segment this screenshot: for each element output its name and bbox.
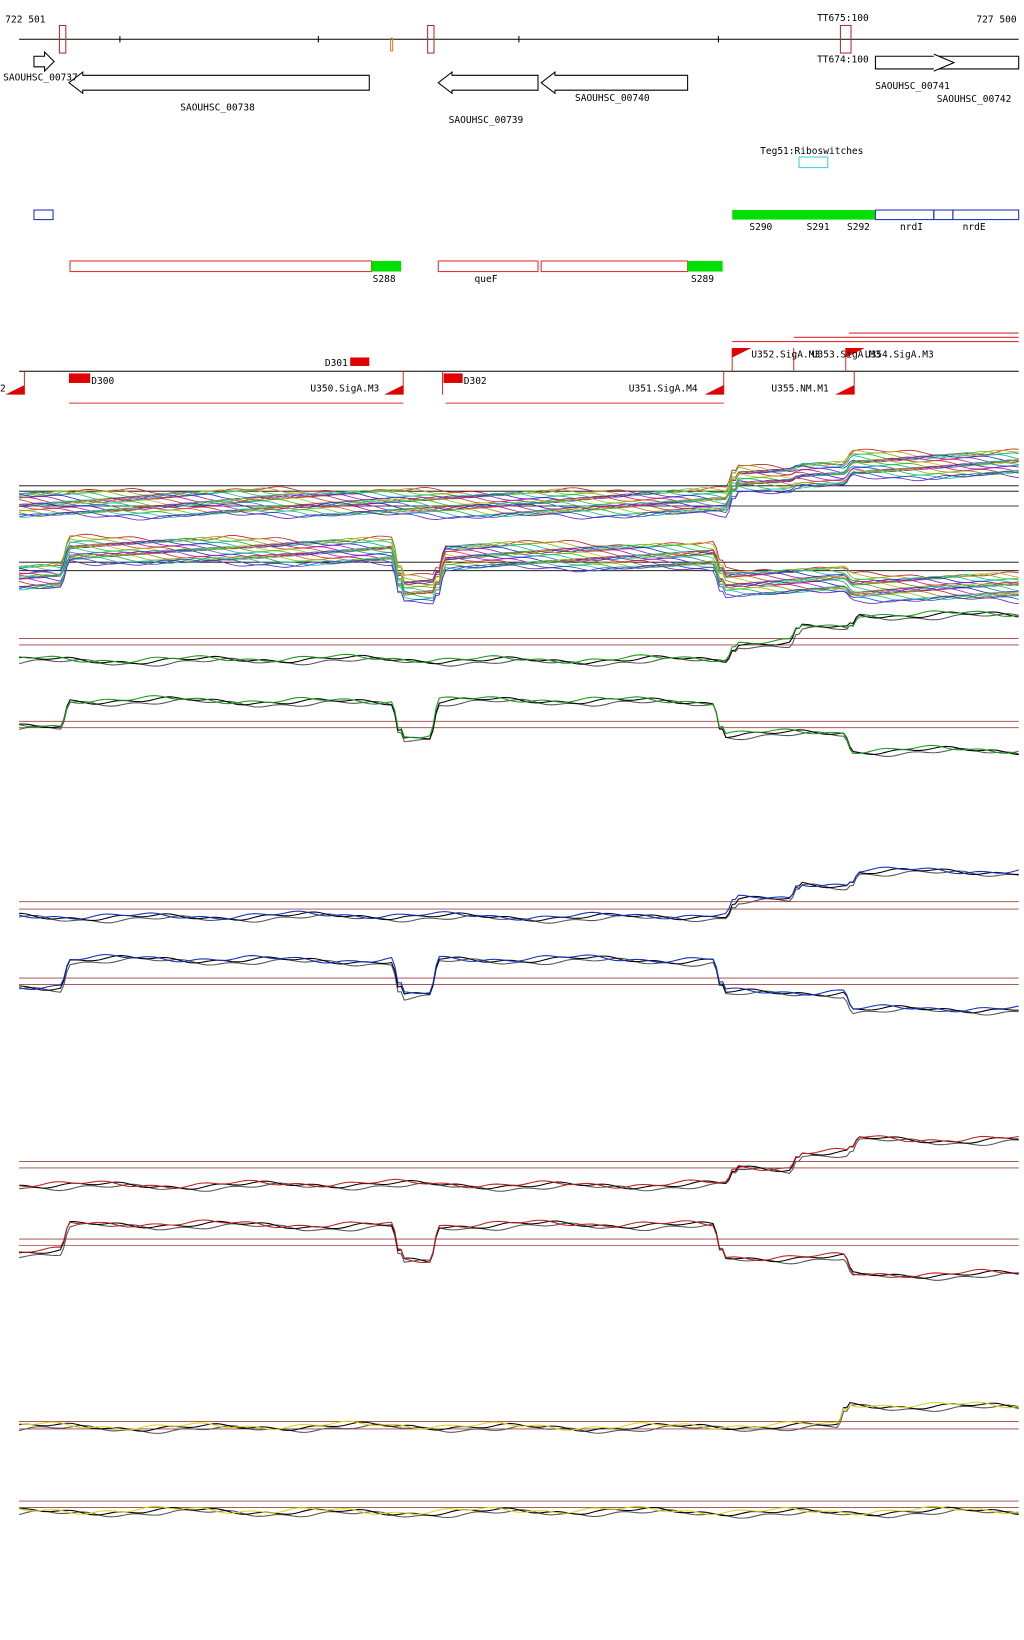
promoter-label: D300: [91, 376, 114, 387]
promoter-label: U352.SigA.M3: [751, 349, 820, 360]
segment-label: nrdI: [900, 222, 923, 233]
gene-label: SAOUHSC_00737: [3, 73, 78, 84]
segment-label: S292: [847, 222, 870, 233]
profile-line: [19, 533, 1019, 580]
segment-label: nrdE: [963, 222, 986, 233]
profile-line: [19, 1401, 1019, 1431]
ruler: [19, 36, 1019, 43]
coord-start: 722 501: [5, 14, 45, 25]
profile-line: [18, 695, 1019, 755]
profile-line: [19, 472, 1019, 521]
riboswitch-box: [798, 156, 829, 169]
terminator-label: TT674:100: [817, 55, 869, 66]
profile-line: [19, 1506, 1019, 1517]
profile-line: [18, 545, 1019, 591]
gene-label: SAOUHSC_00742: [937, 94, 1012, 105]
profile-line: [18, 866, 1019, 921]
profile-line: [19, 471, 1019, 520]
profile-line: [19, 611, 1019, 665]
riboswitch-label: Teg51:Riboswitches: [760, 146, 863, 157]
promoter-label: D302: [464, 376, 487, 387]
profile-line: [19, 547, 1019, 593]
profile-line: [19, 538, 1019, 585]
terminator-marks: [58, 24, 852, 54]
segments: [33, 209, 1020, 273]
profile-line: [19, 1220, 1019, 1279]
profile-line: [19, 463, 1019, 512]
profile-line: [19, 870, 1019, 924]
segment-label: S291: [807, 222, 830, 233]
promoter-label: U350.SigA.M3: [310, 383, 379, 394]
profile-line: [19, 1135, 1019, 1189]
gene-arrows: [33, 50, 1020, 95]
terminator-label: TT675:100: [817, 13, 869, 24]
profile-line: [19, 1138, 1019, 1192]
promoter-label: 2: [0, 383, 6, 394]
profile-line: [18, 558, 1019, 603]
profile-line: [18, 613, 1019, 667]
segment-label: S290: [749, 222, 772, 233]
profile-line: [18, 954, 1019, 1013]
profile-line: [19, 448, 1019, 497]
segment-label: queF: [475, 274, 498, 285]
gene-label: SAOUHSC_00741: [875, 81, 950, 92]
profile-line: [19, 1219, 1019, 1278]
profile-line: [19, 696, 1019, 756]
profile-line: [19, 957, 1019, 1016]
profile-line: [19, 559, 1019, 605]
profile-line: [19, 464, 1019, 513]
profile-line: [19, 610, 1019, 664]
gene-label: SAOUHSC_00738: [180, 102, 255, 113]
profile-line: [19, 1402, 1019, 1432]
promoter-label: U354.SigA.M3: [865, 349, 934, 360]
profile-line: [19, 462, 1019, 510]
segment-label: S288: [373, 274, 396, 285]
profile-line: [19, 453, 1019, 501]
gene-label: SAOUHSC_00740: [575, 93, 650, 104]
profile-line: [19, 867, 1019, 922]
coord-end: 727 500: [976, 14, 1016, 25]
profile-line: [19, 1136, 1019, 1190]
promoter-track: [5, 332, 1019, 404]
expression-profiles: [18, 448, 1019, 1519]
profile-line: [19, 549, 1019, 596]
profile-line: [19, 458, 1019, 507]
promoter-label: U355.NM.M1: [771, 383, 829, 394]
segment-label: S289: [691, 274, 714, 285]
promoter-label: U353.SigA.M3: [812, 349, 881, 360]
gene-label: SAOUHSC_00739: [449, 115, 524, 126]
promoter-label: D301: [325, 358, 348, 369]
profile-line: [18, 1505, 1019, 1516]
profile-line: [19, 548, 1019, 595]
promoter-label: U351.SigA.M4: [629, 383, 698, 394]
profile-line: [18, 1222, 1019, 1281]
